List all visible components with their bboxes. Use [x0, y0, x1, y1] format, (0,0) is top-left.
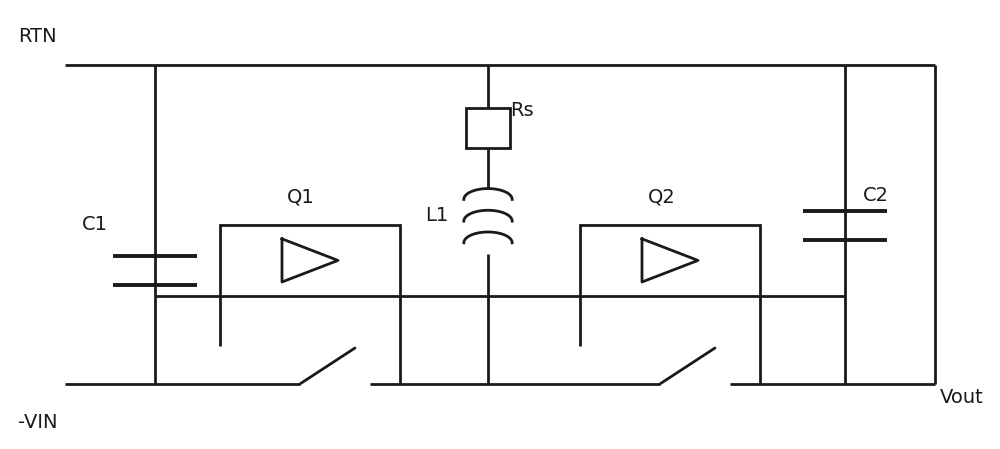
Text: C1: C1: [82, 215, 108, 234]
Text: Rs: Rs: [510, 101, 534, 119]
Text: C2: C2: [863, 186, 889, 205]
Bar: [220, 224, 400, 296]
Text: -VIN: -VIN: [18, 413, 58, 431]
Text: RTN: RTN: [18, 27, 57, 46]
Text: Q1: Q1: [287, 187, 315, 206]
Bar: [580, 224, 760, 296]
Text: Vout: Vout: [940, 388, 984, 407]
Text: Q2: Q2: [648, 187, 676, 206]
Bar: [466, 108, 510, 148]
Text: L1: L1: [425, 206, 448, 225]
